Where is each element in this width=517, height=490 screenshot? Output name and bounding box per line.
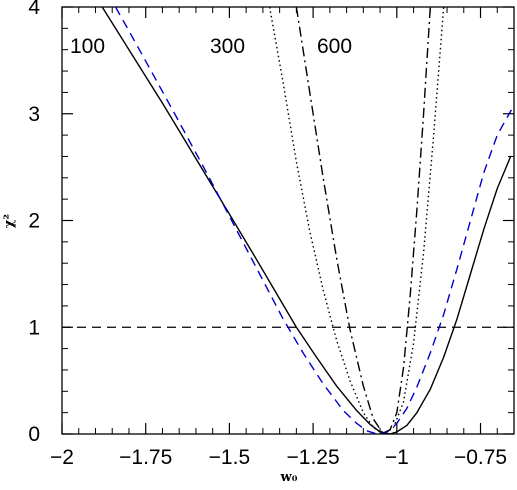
x-tick-label: −2: [50, 446, 74, 469]
curve-label-300: 300: [210, 35, 245, 58]
axis-tick-labels: −2 −1.75 −1.5 −1.25 −1 −0.75 0 1 2 3 4: [28, 0, 507, 469]
plot-frame: [61, 6, 515, 435]
y-tick-label: 4: [28, 0, 40, 19]
y-tick-label: 3: [28, 103, 40, 126]
y-axis-title: χ²: [2, 214, 17, 228]
axis-ticks: [61, 6, 515, 435]
y-tick-label: 1: [28, 316, 40, 339]
x-tick-label: −1.25: [287, 446, 340, 469]
x-tick-label: −1: [385, 446, 409, 469]
x-axis-title: w₀: [280, 470, 298, 485]
x-tick-label: −0.75: [454, 446, 507, 469]
series-line-3: [268, 7, 445, 434]
y-tick-label: 0: [28, 423, 40, 446]
series-line-2: [114, 7, 514, 434]
series-line-4: [295, 7, 431, 434]
x-tick-label: −1.5: [209, 446, 250, 469]
curve-label-100: 100: [70, 35, 105, 58]
curve-label-600: 600: [317, 35, 352, 58]
x-tick-label: −1.75: [119, 446, 172, 469]
plot-area: [62, 7, 514, 434]
y-tick-label: 2: [28, 210, 40, 233]
